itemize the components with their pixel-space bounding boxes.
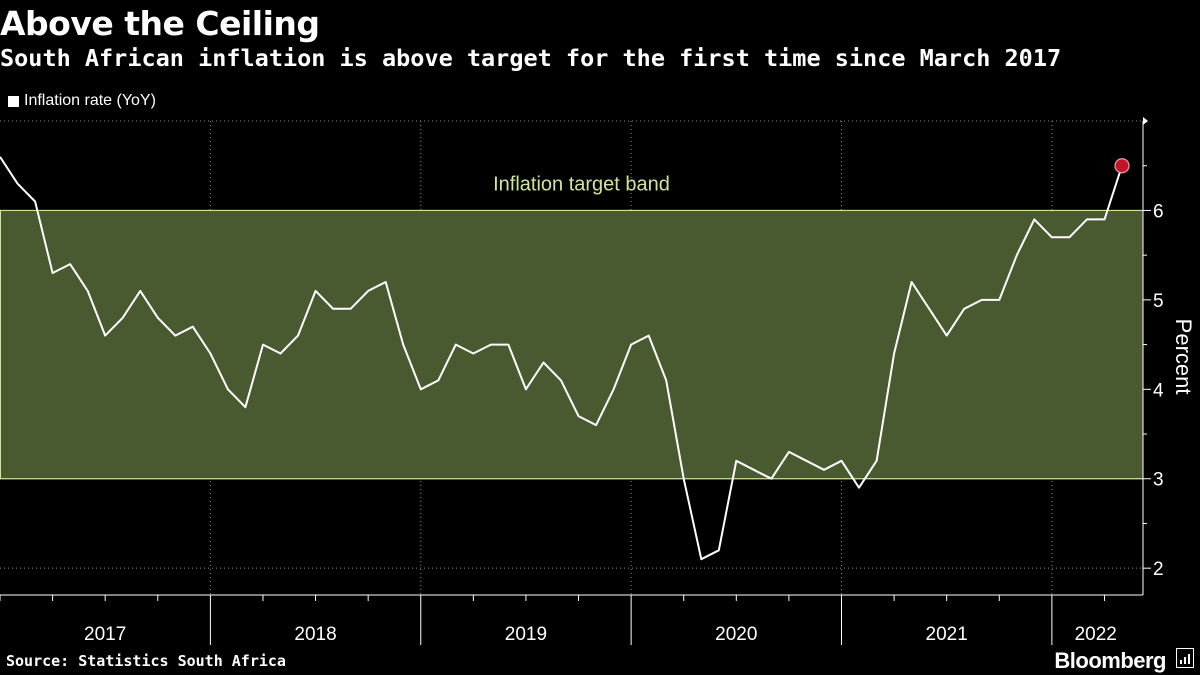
- y-axis-arrow: [1143, 117, 1148, 125]
- x-tick-label-2020: 2020: [715, 624, 757, 645]
- x-tick-label-2017: 2017: [84, 624, 126, 645]
- axis-layer: 2 3 4 5 6 Percent 2017 2018 2019 2020 2021 2022: [0, 117, 1196, 645]
- source-note: Source: Statistics South Africa: [6, 652, 286, 670]
- chart-subtitle: South African inflation is above target …: [0, 44, 1062, 72]
- legend-label: Inflation rate (YoY): [24, 92, 156, 109]
- y-tick-label-5: 5: [1153, 291, 1164, 312]
- y-tick-label-2: 2: [1153, 559, 1164, 580]
- target-band: [0, 210, 1143, 479]
- y-tick-label-3: 3: [1153, 470, 1164, 491]
- bloomberg-terminal-icon: [1176, 648, 1194, 668]
- y-tick-label-4: 4: [1153, 380, 1164, 401]
- x-tick-label-2019: 2019: [505, 624, 547, 645]
- chart-title: Above the Ceiling: [0, 4, 320, 43]
- legend-swatch: [8, 95, 19, 107]
- latest-point-marker: [1114, 158, 1130, 174]
- inflation-line: [0, 156, 1123, 561]
- legend: Inflation rate (YoY): [8, 92, 156, 110]
- x-tick-label-2018: 2018: [294, 624, 336, 645]
- band-label: Inflation target band: [493, 173, 670, 195]
- y-axis-label: Percent: [1171, 319, 1196, 395]
- x-tick-label-2021: 2021: [926, 624, 968, 645]
- y-tick-label-6: 6: [1153, 201, 1164, 222]
- x-tick-label-2022: 2022: [1075, 624, 1117, 645]
- target-band-layer: Inflation target band: [0, 173, 1143, 480]
- series-layer: [0, 156, 1130, 561]
- brand-logo: Bloomberg: [1054, 648, 1166, 673]
